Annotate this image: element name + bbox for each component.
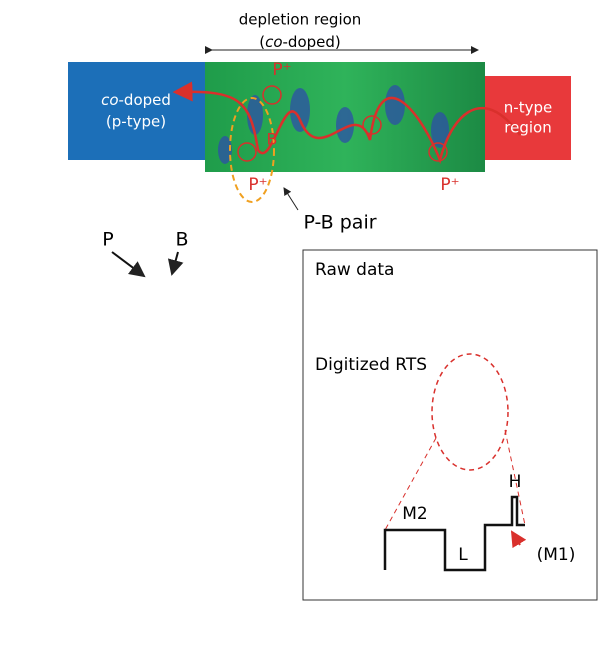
b-label: B: [267, 130, 278, 149]
atom-arrow: [167, 251, 184, 276]
rts-schematic: [383, 495, 525, 572]
atom-arrow: [111, 251, 146, 278]
atom-b-label: B: [175, 229, 188, 251]
p-plus-label: P⁺: [248, 175, 267, 195]
pair-ellipse: [229, 97, 275, 203]
left-region-label: (p-type): [106, 113, 166, 131]
p-region: [68, 62, 205, 160]
mesh-dips: [218, 85, 449, 164]
right-region-label: n-type: [504, 99, 552, 117]
level-label: (M1): [537, 545, 576, 565]
level-label: H: [509, 472, 522, 492]
zoom-ellipse: [431, 353, 509, 471]
digitized-label: Digitized RTS: [315, 355, 427, 375]
level-label: M2: [402, 504, 427, 524]
level-label: L: [458, 545, 468, 565]
m1-arrow: [510, 530, 527, 549]
carrier-path: [172, 81, 522, 165]
left-region-label: co-doped: [101, 91, 171, 109]
atom-p-label: P: [102, 229, 113, 251]
p-plus-label: P⁺: [440, 175, 459, 195]
zoom-line: [504, 429, 526, 526]
rts-panel: [302, 249, 598, 601]
right-region-label: region: [504, 119, 551, 137]
depletion-label: depletion region: [239, 11, 362, 29]
depletion-sub: (co-doped): [259, 33, 341, 51]
pair-label: P-B pair: [303, 212, 376, 234]
n-region: [485, 76, 571, 160]
pair-arrow: [283, 187, 299, 211]
trap-circles: [237, 85, 448, 162]
raw-label: Raw data: [315, 260, 394, 280]
p-plus-label: P⁺: [272, 60, 291, 80]
